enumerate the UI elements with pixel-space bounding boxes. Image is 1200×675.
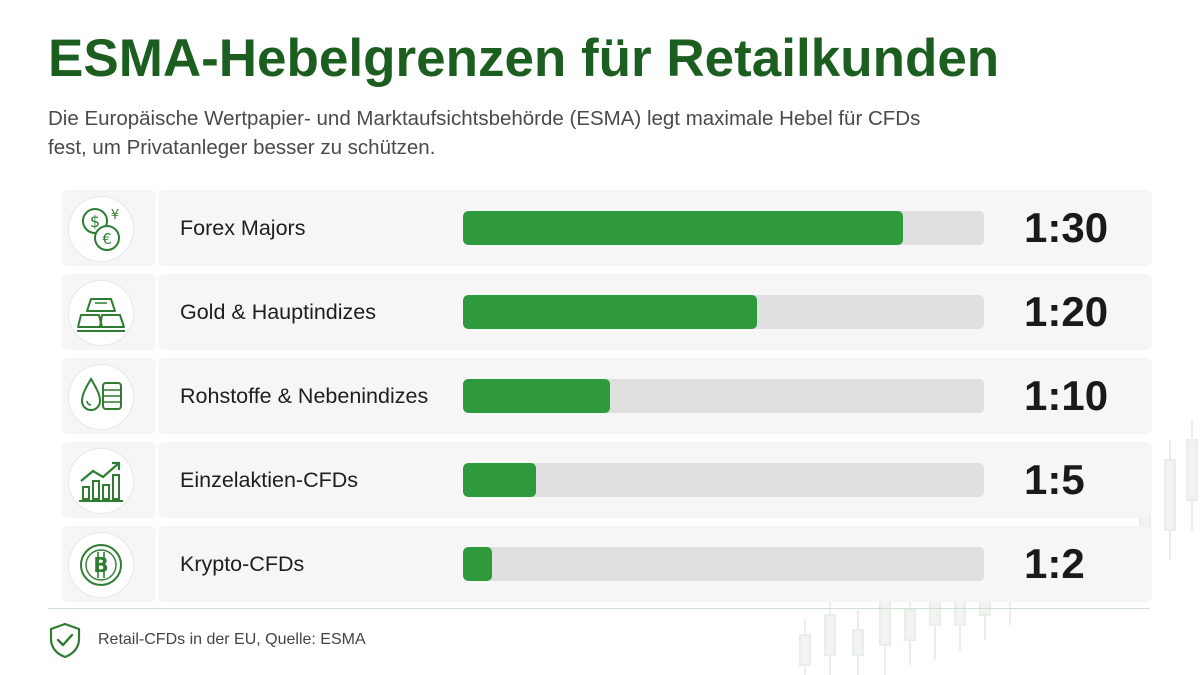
chart-row-einzelaktien-cfds: Einzelaktien-CFDs 1:5 [62,442,1152,520]
row-icon-circle: $ ¥ € [68,196,134,262]
category-label: Forex Majors [180,216,306,240]
bar-track [463,211,984,245]
bitcoin-icon: B [80,544,122,586]
bar-fill [463,295,757,329]
category-label: Rohstoffe & Nebenindizes [180,384,429,408]
rising-chart-icon [79,461,123,502]
shield-check-icon [49,622,81,658]
row-body: Forex Majors 1:30 [158,190,1152,266]
value-label: 1:10 [1024,372,1109,419]
oil-barrel-icon [80,377,122,411]
category-label: Gold & Hauptindizes [180,300,376,324]
page-subtitle: Die Europäische Wertpapier- und Marktauf… [48,107,921,159]
svg-text:$: $ [90,212,100,231]
bar-fill [463,547,492,581]
row-icon-cell [62,442,156,518]
bar-fill [463,463,536,497]
row-body: Krypto-CFDs 1:2 [158,526,1152,602]
svg-text:B: B [93,553,108,577]
source-note: Retail-CFDs in der EU, Quelle: ESMA [98,631,366,648]
row-icon-circle [68,280,134,346]
value-label: 1:30 [1024,204,1109,251]
gold-bars-icon [77,298,125,332]
page-title: ESMA-Hebelgrenzen für Retailkunden [48,29,1000,88]
category-label: Einzelaktien-CFDs [180,468,359,492]
row-icon-circle [68,448,134,514]
bar-fill [463,379,610,413]
row-body: Einzelaktien-CFDs 1:5 [158,442,1152,518]
row-icon-cell [62,274,156,350]
value-label: 1:2 [1024,540,1085,587]
svg-text:¥: ¥ [111,208,119,223]
row-icon-cell: $ ¥ € [62,190,156,266]
bar-track [463,295,984,329]
bar-track [463,379,984,413]
row-body: Rohstoffe & Nebenindizes 1:10 [158,358,1152,434]
value-label: 1:20 [1024,288,1109,335]
category-label: Krypto-CFDs [180,552,305,576]
bar-track [463,547,984,581]
row-icon-cell: B [62,526,156,602]
chart-row-forex-majors: $ ¥ € Forex Majors 1:30 [62,190,1152,268]
svg-text:€: € [102,230,112,248]
value-label: 1:5 [1024,456,1085,503]
chart-row-krypto-cfds: B Krypto-CFDs 1:2 [62,526,1152,604]
bar-track [463,463,984,497]
bar-fill [463,211,903,245]
currency-coins-icon: $ ¥ € [82,208,120,251]
chart-row-rohstoffe-und-nebenindizes: Rohstoffe & Nebenindizes 1:10 [62,358,1152,436]
leverage-chart: $ ¥ € Forex Majors 1:30 Gold & Hauptindizes 1:… [62,190,1152,610]
chart-row-gold-und-hauptindizes: Gold & Hauptindizes 1:20 [62,274,1152,352]
row-icon-circle [68,364,134,430]
row-icon-cell [62,358,156,434]
row-icon-circle: B [68,532,134,598]
row-body: Gold & Hauptindizes 1:20 [158,274,1152,350]
footer-divider [48,608,1150,609]
